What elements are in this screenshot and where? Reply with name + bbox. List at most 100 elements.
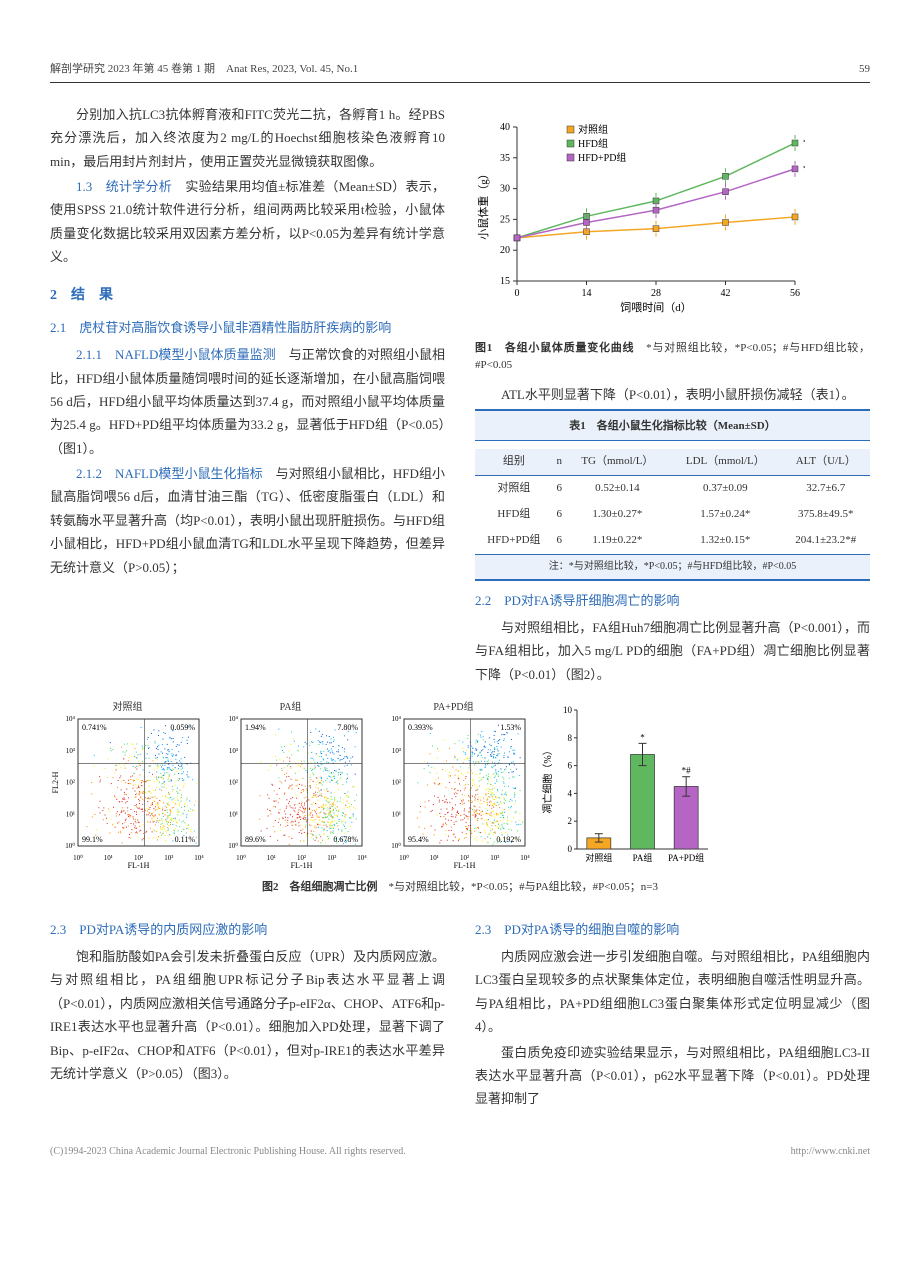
- svg-text:35: 35: [500, 153, 510, 164]
- svg-text:10¹: 10¹: [392, 810, 401, 818]
- svg-text:1.94%: 1.94%: [245, 723, 266, 732]
- svg-text:10⁴: 10⁴: [520, 854, 530, 862]
- svg-text:10⁴: 10⁴: [357, 854, 367, 862]
- svg-text:6: 6: [568, 761, 573, 771]
- svg-text:10³: 10³: [66, 746, 75, 754]
- table1-col: 组别: [475, 449, 553, 475]
- svg-text:PA组: PA组: [633, 852, 653, 863]
- table1-row: 对照组60.52±0.140.37±0.0932.7±6.7: [475, 476, 870, 502]
- svg-text:FL-1H: FL-1H: [291, 861, 313, 868]
- fig2-caption: 图2 各组细胞凋亡比例 *与对照组比较，*P<0.05；#与PA组比较，#P<0…: [50, 879, 870, 896]
- svg-text:7.80%: 7.80%: [337, 723, 358, 732]
- svg-text:10³: 10³: [490, 854, 499, 862]
- svg-text:10³: 10³: [392, 746, 401, 754]
- h-2-results: 2 结 果: [50, 283, 445, 308]
- fig2-scatter: 对照组0.741%0.059%99.1%0.11%10⁰10¹10²10³10⁴…: [50, 713, 205, 875]
- fig1-line-chart: 152025303540014284256饲喂时间（d）小鼠体重（g）对照组HF…: [475, 113, 870, 330]
- svg-text:0.393%: 0.393%: [408, 723, 433, 732]
- svg-text:0.192%: 0.192%: [496, 835, 521, 844]
- svg-text:10²: 10²: [392, 778, 401, 786]
- svg-text:0.741%: 0.741%: [82, 723, 107, 732]
- svg-text:10³: 10³: [327, 854, 336, 862]
- svg-text:10: 10: [563, 705, 573, 715]
- svg-text:10¹: 10¹: [267, 854, 276, 862]
- svg-text:HFD+PD组: HFD+PD组: [578, 151, 626, 164]
- page-footer: (C)1994-2023 China Academic Journal Elec…: [50, 1143, 870, 1161]
- svg-text:FL-1H: FL-1H: [128, 861, 150, 868]
- fig2-scatter-title: PA组: [280, 699, 302, 717]
- svg-text:10⁴: 10⁴: [392, 715, 402, 723]
- svg-text:10⁰: 10⁰: [236, 854, 246, 862]
- table1-row: HFD组61.30±0.27*1.57±0.24*375.8±49.5*: [475, 502, 870, 528]
- svg-text:0.11%: 0.11%: [175, 835, 196, 844]
- svg-text:10⁰: 10⁰: [65, 842, 75, 850]
- table1-title: 表1 各组小鼠生化指标比较（Mean±SD）: [475, 409, 870, 442]
- svg-text:10²: 10²: [229, 778, 238, 786]
- svg-text:*: *: [640, 732, 645, 742]
- svg-text:10⁴: 10⁴: [194, 854, 204, 862]
- fig2-row: 对照组0.741%0.059%99.1%0.11%10⁰10¹10²10³10⁴…: [50, 700, 870, 875]
- svg-text:30: 30: [500, 183, 510, 194]
- table1-col: n: [553, 449, 566, 475]
- svg-text:FL-1H: FL-1H: [454, 861, 476, 868]
- svg-text:28: 28: [651, 288, 661, 299]
- para-2-2: 与对照组相比，FA组Huh7细胞凋亡比例显著升高（P<0.001），而与FA组相…: [475, 616, 870, 686]
- svg-text:99.1%: 99.1%: [82, 835, 103, 844]
- fig2-scatter: PA+PD组0.393%1.53%95.4%0.192%10⁰10¹10²10³…: [376, 713, 531, 875]
- table1-row: HFD+PD组61.19±0.22*1.32±0.15*204.1±23.2*#: [475, 528, 870, 554]
- page-header: 解剖学研究 2023 年第 45 卷第 1 期 Anat Res, 2023, …: [50, 60, 870, 83]
- svg-text:10¹: 10¹: [430, 854, 439, 862]
- svg-text:0: 0: [515, 288, 520, 299]
- para-2-3-left: 饱和脂肪酸如PA会引发未折叠蛋白反应（UPR）及内质网应激。与对照组相比，PA组…: [50, 945, 445, 1085]
- svg-text:10²: 10²: [66, 778, 75, 786]
- footer-right: http://www.cnki.net: [791, 1143, 870, 1161]
- footer-left: (C)1994-2023 China Academic Journal Elec…: [50, 1143, 406, 1161]
- svg-text:对照组: 对照组: [578, 123, 608, 136]
- svg-text:PA+PD组: PA+PD组: [668, 852, 704, 863]
- svg-text:*: *: [803, 138, 805, 149]
- h-2-1-2: 2.1.2 NAFLD模型小鼠生化指标: [76, 466, 263, 481]
- svg-text:10¹: 10¹: [66, 810, 75, 818]
- svg-text:40: 40: [500, 122, 510, 133]
- svg-text:10⁰: 10⁰: [399, 854, 409, 862]
- para-2-3-right-2: 蛋白质免疫印迹实验结果显示，与对照组相比，PA组细胞LC3-II表达水平显著升高…: [475, 1041, 870, 1111]
- svg-text:14: 14: [582, 288, 592, 299]
- svg-text:15: 15: [500, 276, 510, 287]
- h-2-1-1: 2.1.1 NAFLD模型小鼠体质量监测: [76, 347, 276, 362]
- table1-note: 注：*与对照组比较，*P<0.05；#与HFD组比较，#P<0.05: [475, 554, 870, 580]
- svg-text:56: 56: [790, 288, 800, 299]
- svg-text:10⁰: 10⁰: [391, 842, 401, 850]
- h-1-3: 1.3 统计学分析: [76, 179, 172, 194]
- para-2-1-1: 与正常饮食的对照组小鼠相比，HFD组小鼠体质量随饲喂时间的延长逐渐增加，在小鼠高…: [50, 347, 445, 456]
- svg-text:25: 25: [500, 214, 510, 225]
- para-2-3-right-1: 内质网应激会进一步引发细胞自噬。与对照组相比，PA组细胞内LC3蛋白呈现较多的点…: [475, 945, 870, 1039]
- svg-text:1.53%: 1.53%: [500, 723, 521, 732]
- svg-text:*#: *#: [803, 164, 805, 175]
- para-atl: ATL水平则显著下降（P<0.01），表明小鼠肝损伤减轻（表1）。: [475, 383, 870, 406]
- svg-text:2: 2: [568, 816, 573, 826]
- h-2-3-right: 2.3 PD对PA诱导的细胞自噬的影响: [475, 918, 870, 941]
- svg-text:0.678%: 0.678%: [333, 835, 358, 844]
- svg-text:小鼠体重（g）: 小鼠体重（g）: [476, 168, 490, 240]
- svg-text:10⁴: 10⁴: [229, 715, 239, 723]
- svg-text:HFD组: HFD组: [578, 137, 608, 150]
- svg-text:10⁰: 10⁰: [228, 842, 238, 850]
- fig2-scatter: PA组1.94%7.80%89.6%0.678%10⁰10¹10²10³10⁴1…: [213, 713, 368, 875]
- svg-text:42: 42: [721, 288, 731, 299]
- svg-text:10³: 10³: [164, 854, 173, 862]
- svg-text:10³: 10³: [229, 746, 238, 754]
- fig2-scatter-title: 对照组: [113, 699, 143, 717]
- svg-text:89.6%: 89.6%: [245, 835, 266, 844]
- table1: 表1 各组小鼠生化指标比较（Mean±SD） 组别nTG（mmol/L）LDL（…: [475, 409, 870, 581]
- svg-text:10⁴: 10⁴: [66, 715, 76, 723]
- svg-text:95.4%: 95.4%: [408, 835, 429, 844]
- svg-text:8: 8: [568, 733, 573, 743]
- svg-text:0: 0: [568, 844, 573, 854]
- svg-text:10¹: 10¹: [229, 810, 238, 818]
- svg-text:10¹: 10¹: [104, 854, 113, 862]
- para-2-1-2: 与对照组小鼠相比，HFD组小鼠高脂饲喂56 d后，血清甘油三酯（TG）、低密度脂…: [50, 466, 445, 575]
- table1-col: ALT（U/L）: [782, 449, 870, 475]
- h-2-1: 2.1 虎杖苷对高脂饮食诱导小鼠非酒精性脂肪肝疾病的影响: [50, 316, 445, 339]
- h-2-2: 2.2 PD对FA诱导肝细胞凋亡的影响: [475, 589, 870, 612]
- svg-text:饲喂时间（d）: 饲喂时间（d）: [620, 301, 692, 314]
